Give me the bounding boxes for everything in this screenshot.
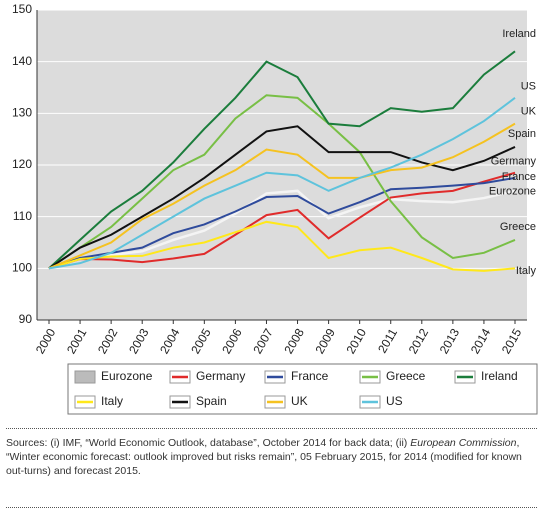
- chart: 90 100 110 120 130 140 150 2000 2001 2002 2003 2004…: [12, 2, 538, 415]
- x-tick-label: 2010: [344, 326, 370, 356]
- series-line: [48, 94, 516, 270]
- x-tick-label: 2001: [64, 326, 90, 356]
- end-label: Italy: [516, 265, 537, 277]
- legend-swatch: [74, 370, 96, 384]
- rule: [6, 507, 537, 508]
- y-tick-label: 100: [12, 261, 32, 275]
- x-tick-label: 2014: [468, 326, 494, 356]
- legend-label: Ireland: [481, 369, 518, 383]
- x-tick-label: 2011: [375, 326, 400, 356]
- y-tick-label: 110: [13, 209, 32, 223]
- x-tick-label: 2012: [406, 326, 432, 356]
- end-label: Greece: [500, 221, 536, 233]
- end-label: France: [502, 171, 536, 183]
- rule: [6, 428, 537, 429]
- x-tick-label: 2009: [312, 326, 338, 356]
- x-tick-label: 2003: [126, 326, 152, 356]
- legend-label: Italy: [101, 394, 123, 408]
- x-tick-label: 2013: [437, 326, 463, 356]
- series-line: [48, 189, 516, 270]
- series-line: [48, 176, 516, 270]
- y-tick-label: 130: [12, 106, 32, 120]
- legend-label: Eurozone: [101, 369, 153, 383]
- series-line: [48, 122, 516, 270]
- x-tick-label: 2007: [250, 326, 276, 356]
- x-tick-label: 2000: [33, 326, 59, 356]
- source-text: Sources: (i) IMF, “World Economic Outloo…: [6, 437, 411, 449]
- series-line: [48, 97, 516, 270]
- end-label: UK: [521, 106, 537, 118]
- end-label: US: [521, 81, 536, 93]
- y-tick-label: 120: [12, 157, 32, 171]
- legend-label: France: [291, 369, 329, 383]
- end-label: Spain: [508, 128, 536, 140]
- x-tick-label: 2008: [281, 326, 307, 356]
- legend-label: Germany: [196, 369, 245, 383]
- end-label: Germany: [491, 156, 537, 168]
- legend-label: UK: [291, 394, 308, 408]
- source-text: European Commission: [410, 437, 517, 449]
- x-tick-label: 2002: [95, 326, 121, 356]
- series-line: [48, 50, 516, 270]
- series-line: [48, 125, 516, 270]
- x-tick-label: 2004: [157, 326, 183, 356]
- legend-label: Spain: [196, 394, 227, 408]
- legend-label: Greece: [386, 369, 426, 383]
- x-tick-label: 2015: [499, 326, 525, 356]
- series-line: [48, 171, 516, 270]
- x-tick-label: 2006: [219, 326, 245, 356]
- x-tick-label: 2005: [188, 326, 214, 356]
- y-tick-label: 150: [12, 2, 32, 16]
- y-tick-label: 90: [19, 312, 33, 326]
- legend-label: US: [386, 394, 403, 408]
- source-note: Sources: (i) IMF, “World Economic Outloo…: [6, 436, 536, 478]
- y-tick-label: 140: [12, 54, 32, 68]
- end-label: Eurozone: [489, 186, 536, 198]
- end-label: Ireland: [502, 28, 536, 40]
- series-line: [48, 220, 516, 272]
- source-text: , “Winter economic forecast: outlook imp…: [6, 437, 522, 477]
